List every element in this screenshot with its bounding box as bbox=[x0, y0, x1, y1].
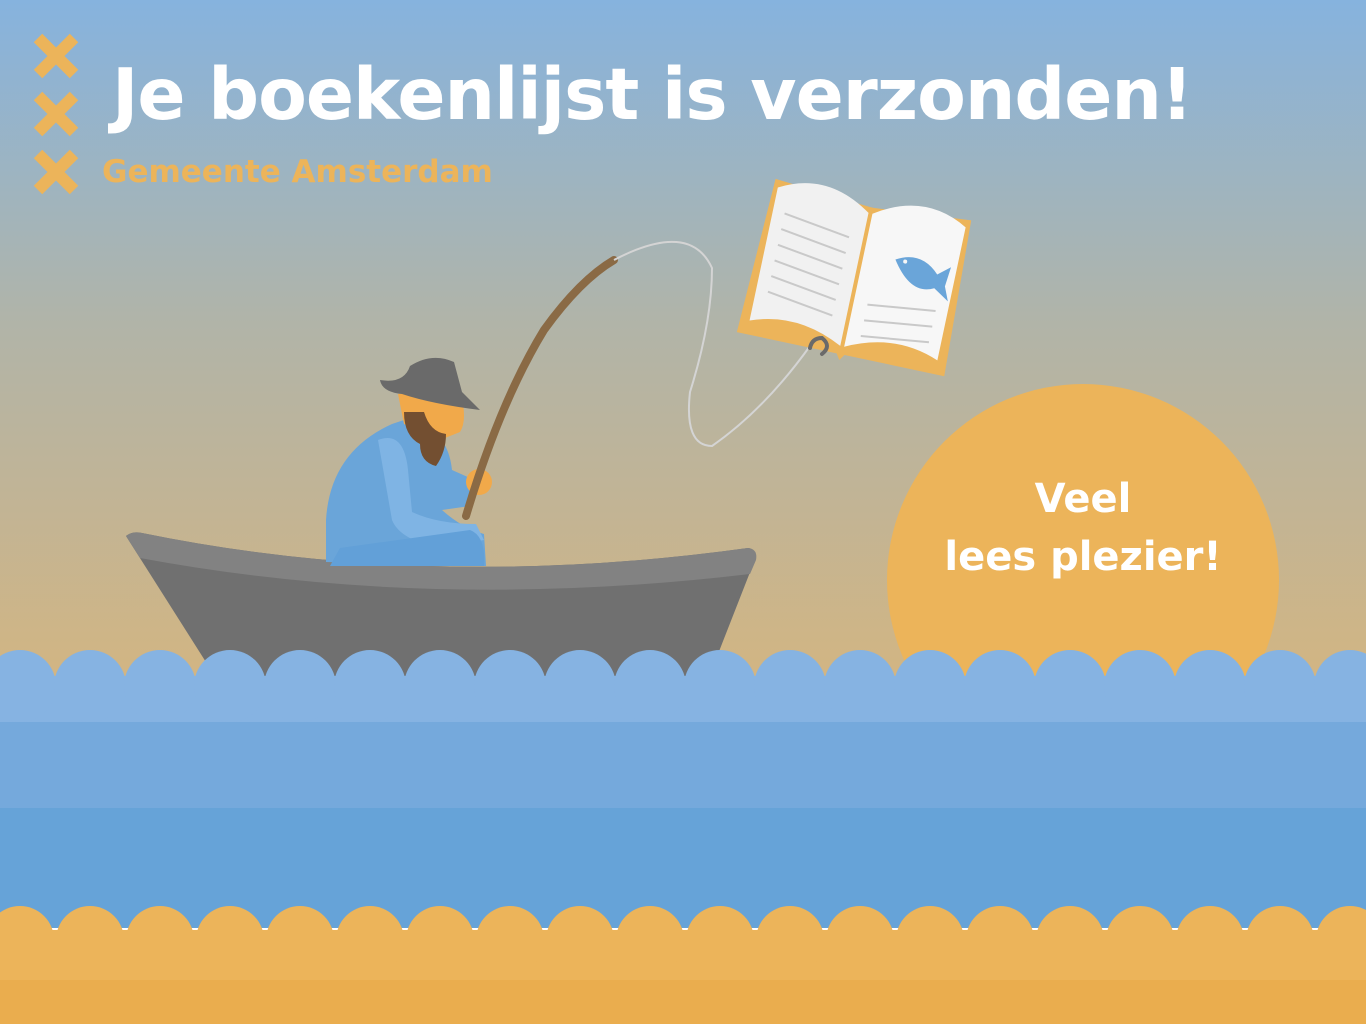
amsterdam-triple-x-icon bbox=[33, 33, 79, 195]
organization-name: Gemeente Amsterdam bbox=[102, 154, 493, 190]
hook bbox=[808, 335, 829, 356]
fisherman bbox=[326, 357, 492, 566]
fish-icon bbox=[895, 257, 952, 302]
sun-message: Veel lees plezier! bbox=[890, 470, 1276, 586]
open-book-icon bbox=[736, 178, 972, 377]
fishing-line bbox=[613, 240, 811, 448]
page-title: Je boekenlijst is verzonden! bbox=[112, 53, 1193, 136]
sun-message-line-1: Veel bbox=[1034, 476, 1132, 522]
fishing-rod bbox=[462, 256, 618, 520]
water bbox=[0, 650, 1366, 928]
sand bbox=[0, 906, 1366, 1024]
sun-message-line-2: lees plezier! bbox=[944, 534, 1222, 580]
